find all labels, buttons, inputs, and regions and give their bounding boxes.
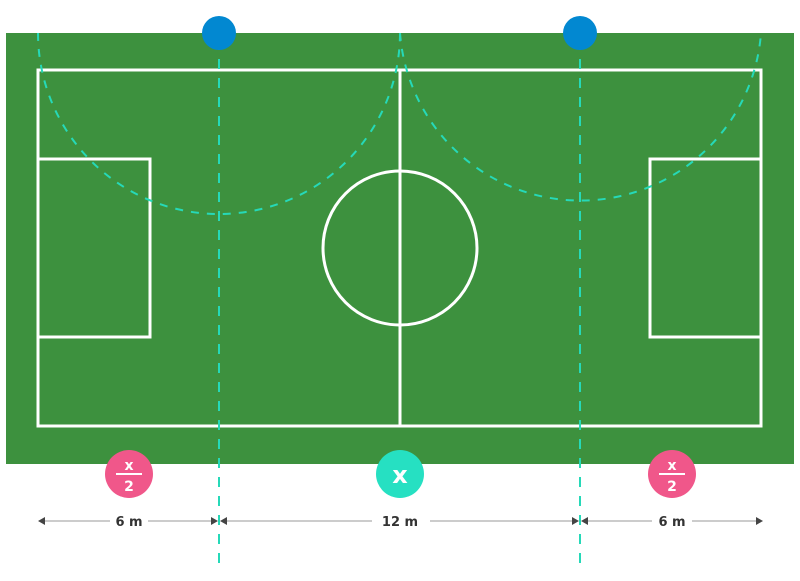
dimension-label-center: 12 m bbox=[382, 515, 418, 530]
dimension-arrows bbox=[38, 517, 763, 525]
light-coverage-arc-left bbox=[37, 33, 401, 215]
penalty-area-right bbox=[648, 157, 763, 339]
light-cone-right bbox=[385, 33, 775, 228]
badge-full-center: x bbox=[376, 450, 424, 498]
floodlight-icon bbox=[563, 16, 597, 50]
floodlight-icon bbox=[202, 16, 236, 50]
light-coverage-arc-right bbox=[399, 33, 762, 202]
badge-numerator: x bbox=[667, 458, 676, 474]
badge-half-left: x 2 bbox=[105, 450, 153, 498]
center-circle bbox=[321, 169, 479, 327]
badge-denominator: 2 bbox=[667, 479, 677, 495]
pitch-markings bbox=[36, 68, 763, 428]
badge-label: x bbox=[392, 461, 408, 489]
dimension-label-right: 6 m bbox=[658, 515, 685, 530]
light-cone-left bbox=[24, 33, 414, 228]
dimension-label-left: 6 m bbox=[115, 515, 142, 530]
penalty-area-left bbox=[36, 157, 152, 339]
badge-half-right: x 2 bbox=[648, 450, 696, 498]
badge-denominator: 2 bbox=[124, 479, 134, 495]
badge-numerator: x bbox=[124, 458, 133, 474]
